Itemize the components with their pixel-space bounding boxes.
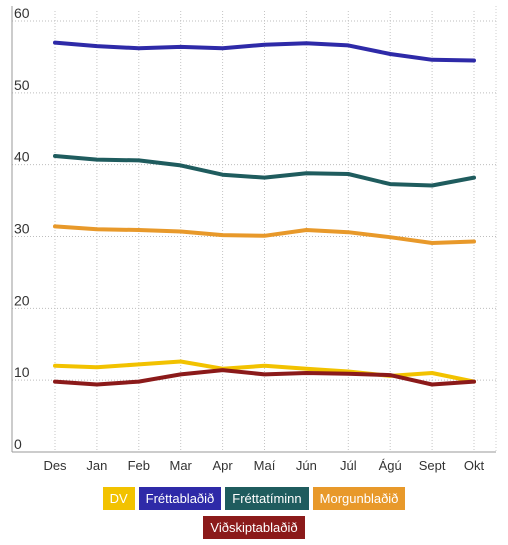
y-tick-label: 0 xyxy=(14,436,22,452)
x-tick-label: Feb xyxy=(128,458,150,473)
legend-item: Fréttatíminn xyxy=(225,487,309,510)
series-line xyxy=(53,154,476,188)
series-lines xyxy=(53,40,476,387)
legend-item: DV xyxy=(102,487,135,510)
legend-row: DV Fréttablaðið Fréttatíminn Morgunblaðið xyxy=(0,487,508,510)
series-line xyxy=(53,368,476,387)
y-tick-label: 10 xyxy=(14,364,30,380)
y-tick-labels: 0 10 20 30 40 50 60 xyxy=(14,5,30,452)
y-tick-label: 60 xyxy=(14,5,30,21)
y-tick-label: 40 xyxy=(14,149,30,165)
x-tick-label: Ágú xyxy=(379,458,402,473)
x-tick-label: Maí xyxy=(254,458,276,473)
x-tick-label: Mar xyxy=(170,458,193,473)
x-tick-label: Jún xyxy=(296,458,317,473)
legend-item: Viðskiptablaðið xyxy=(203,516,305,539)
legend-item: Morgunblaðið xyxy=(312,487,406,510)
x-tick-labels: Des Jan Feb Mar Apr Maí Jún Júl Ágú Sept Okt xyxy=(43,458,484,473)
x-tick-label: Apr xyxy=(212,458,233,473)
series-line xyxy=(53,359,476,384)
x-tick-label: Jan xyxy=(86,458,107,473)
legend-row: Viðskiptablaðið xyxy=(0,516,508,539)
x-tick-label: Júl xyxy=(340,458,357,473)
axes xyxy=(11,6,497,453)
y-tick-label: 50 xyxy=(14,77,30,93)
x-tick-label: Des xyxy=(43,458,67,473)
y-tick-label: 20 xyxy=(14,292,30,308)
line-chart: 0 10 20 30 40 50 60 Des Jan Feb Mar Apr Maí Jún Júl Ág… xyxy=(11,5,497,473)
series-line xyxy=(53,224,476,245)
series-line xyxy=(53,40,476,63)
legend-item: Fréttablaðið xyxy=(138,487,222,510)
legend: DV Fréttablaðið Fréttatíminn Morgunblaðið V… xyxy=(0,487,508,545)
y-tick-label: 30 xyxy=(14,221,30,237)
x-tick-label: Sept xyxy=(419,458,446,473)
grid-lines xyxy=(12,11,496,452)
x-tick-label: Okt xyxy=(464,458,485,473)
